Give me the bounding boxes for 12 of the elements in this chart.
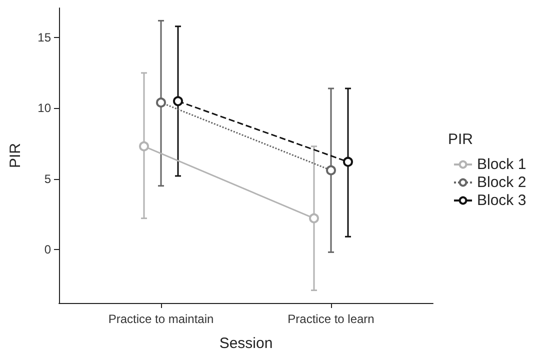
y-tick-label: 10: [38, 101, 52, 116]
y-tick-label: 0: [44, 242, 52, 256]
legend-label: Block 2: [477, 174, 526, 191]
legend-label: Block 1: [477, 156, 526, 173]
x-tick-label: Practice to learn: [288, 312, 374, 326]
legend-title: PIR: [448, 131, 474, 148]
x-tick-label: Practice to maintain: [108, 312, 214, 326]
x-axis-title: Session: [219, 335, 273, 352]
y-tick-label: 15: [38, 30, 52, 45]
y-axis-title: PIR: [7, 142, 24, 168]
y-tick-label: 5: [44, 172, 52, 186]
legend-label: Block 3: [477, 192, 526, 209]
